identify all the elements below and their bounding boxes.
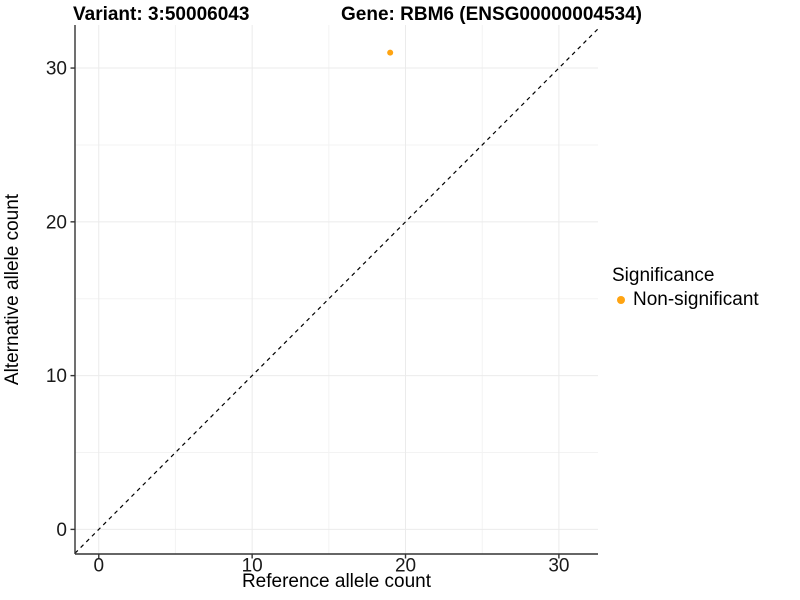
y-tick-label: 10 xyxy=(46,366,67,387)
data-point xyxy=(387,49,394,56)
y-tick-label: 0 xyxy=(56,520,67,541)
plot-title-gene: Gene: RBM6 (ENSG00000004534) xyxy=(341,4,642,25)
legend-items: Non-significant xyxy=(612,289,759,311)
y-tick-label: 30 xyxy=(46,59,67,80)
legend-title: Significance xyxy=(612,265,715,286)
legend-item-label: Non-significant xyxy=(633,289,759,310)
x-axis-title: Reference allele count xyxy=(241,571,432,592)
x-tick-label: 0 xyxy=(93,556,104,577)
x-tick-label: 10 xyxy=(242,556,263,577)
x-tick-label: 20 xyxy=(395,556,416,577)
y-tick-label: 20 xyxy=(46,212,67,233)
y-axis-title: Alternative allele count xyxy=(2,193,23,386)
legend: Significance Non-significant xyxy=(612,265,759,311)
x-tick-label: 30 xyxy=(548,556,569,577)
identity-line xyxy=(74,28,599,554)
plot-title-variant: Variant: 3:50006043 xyxy=(73,4,250,25)
legend-point-icon xyxy=(617,296,625,304)
legend-item: Non-significant xyxy=(612,289,759,311)
